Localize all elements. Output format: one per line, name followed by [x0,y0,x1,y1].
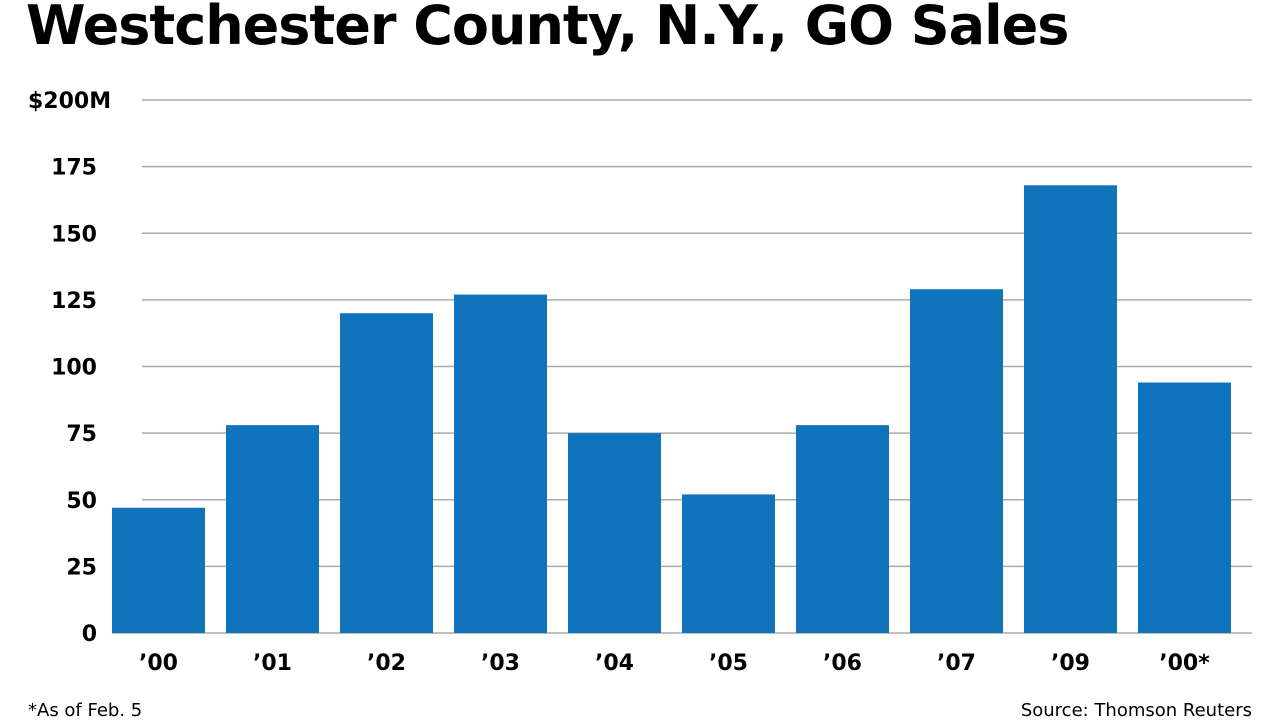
bar-chart: 0 25 50 75 100 125 150 175 $200M ’00 ’01 ’02 ’03 ’04… [28,89,1252,676]
bar [226,425,319,633]
y-tick-label: 100 [51,356,97,381]
y-tick-label: 150 [51,222,97,247]
x-tick-label: ’05 [709,651,748,676]
y-axis-ticks: 0 25 50 75 100 125 150 175 $200M [28,89,111,647]
bar [340,313,433,633]
bar [1024,185,1117,633]
x-tick-label: ’00 [139,651,178,676]
x-tick-label: ’01 [253,651,292,676]
y-tick-label: 25 [66,555,97,580]
footnote: *As of Feb. 5 [28,700,143,720]
x-tick-label: ’00* [1159,651,1210,676]
x-tick-label: ’07 [937,651,976,676]
chart-title: Westchester County, N.Y., GO Sales [26,0,1069,57]
x-tick-label: ’03 [481,651,520,676]
source-note: Source: Thomson Reuters [1020,700,1252,720]
bars [112,185,1231,633]
y-tick-label: 50 [66,489,97,514]
x-tick-label: ’06 [823,651,862,676]
bar [568,433,661,633]
bar [454,294,547,633]
y-tick-label: 125 [51,289,97,314]
bar [112,507,205,633]
y-tick-label: 175 [51,156,97,181]
y-tick-label: $200M [28,89,111,114]
bar [1138,382,1231,633]
bar [796,425,889,633]
y-tick-label: 75 [66,422,97,447]
y-tick-label: 0 [82,622,97,647]
x-axis-ticks: ’00 ’01 ’02 ’03 ’04 ’05 ’06 ’07 ’09 ’00* [139,651,1210,676]
x-tick-label: ’02 [367,651,406,676]
bar [682,494,775,633]
x-tick-label: ’09 [1051,651,1090,676]
bar [910,289,1003,633]
x-tick-label: ’04 [595,651,634,676]
